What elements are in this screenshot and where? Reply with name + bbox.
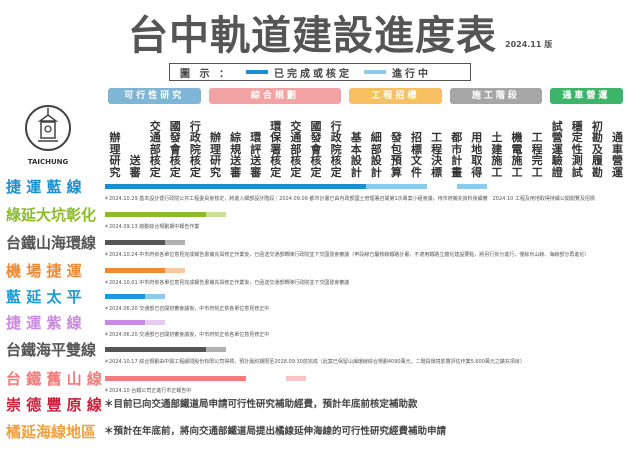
column-header: 交通部核定	[290, 119, 302, 179]
completed-bar	[105, 320, 146, 325]
column-header: 細部設計	[370, 131, 382, 179]
category-2: 工程招標	[349, 88, 442, 104]
line-name: 捷 運 藍 線	[6, 178, 82, 196]
column-header: 招標文件	[411, 131, 422, 179]
column-header: 試營運驗證	[551, 119, 563, 179]
in-progress-bar	[145, 320, 166, 325]
legend-label: 圖 示 ：	[180, 68, 232, 80]
progress-note: ＊2024.09.13 啟動綜合規劃期中報告作業	[104, 224, 200, 230]
column-header: 用地取得	[471, 131, 483, 179]
line-name: 台 鐵 舊 山 線	[6, 370, 102, 388]
column-header: 國發會核定	[310, 119, 322, 179]
category-0: 可行性研究	[108, 88, 201, 104]
column-header: 通車營運	[612, 131, 623, 179]
completed-bar	[105, 240, 166, 245]
in-progress-bar	[145, 294, 166, 299]
progress-note: ＊2024.10.17 綜合規劃由中興工程顧問股份有限公司得標，預計履約期限至2…	[104, 359, 525, 365]
column-header: 國發會核定	[169, 119, 181, 179]
column-header: 行政院核定	[189, 119, 201, 179]
completed-bar	[105, 294, 146, 299]
column-header: 送審	[129, 154, 141, 179]
in-progress-bar	[205, 212, 226, 217]
in-progress-bar	[456, 184, 487, 189]
edition-label: 2024.11 版	[505, 40, 553, 49]
column-header: 工程完工	[531, 131, 543, 179]
line-name: 機 場 捷 運	[6, 262, 82, 280]
legend: 圖 示 ： 已完成或核定 進行中	[169, 63, 471, 81]
column-header: 機電施工	[511, 131, 523, 179]
progress-note: ＊目前已向交通部鐵道局申請可行性研究補助經費，預計年底前核定補助款	[104, 399, 418, 410]
completed-bar	[105, 212, 206, 217]
category-3: 施工階段	[449, 88, 543, 104]
completed-bar	[105, 268, 166, 273]
line-name: 捷 運 紫 線	[6, 314, 82, 332]
column-header: 土建施工	[491, 131, 503, 179]
legend-done-label: 已完成或核定	[273, 68, 352, 80]
stage-column-headers: 辦理研究 送審 交通部核定 國發會核定 行政院核定 辦理研究 綜規送審 環評送審 環保署核定 交通…	[0, 106, 640, 178]
line-name: 橘延海線地區	[6, 423, 97, 441]
progress-note: ＊2024.10.29 基本設計暨行政院公共工程委員會核定，將進入細部設計階段｜…	[104, 196, 595, 202]
progress-note: ＊2024.06.20 交通部已召開初審會議後，中市府刻正依各單位意見修正中	[104, 332, 270, 338]
line-name: 台鐵海平雙線	[6, 341, 97, 359]
column-header: 發包預算	[390, 131, 402, 179]
legend-done-swatch	[245, 70, 268, 74]
in-progress-bar	[366, 184, 427, 189]
column-header: 工程決標	[431, 131, 443, 179]
column-header: 辦理研究	[210, 131, 221, 179]
in-progress-bar	[285, 376, 306, 381]
in-progress-bar	[205, 347, 226, 352]
line-name: 藍 延 太 平	[6, 288, 82, 306]
column-header: 辦理研究	[109, 131, 121, 179]
legend-progress-label: 進行中	[391, 68, 431, 80]
line-name: 台鐵山海環線	[6, 234, 97, 252]
progress-note: ＊2024.06.20 交通部已召開初審會議後，中市府刻正依各單位意見修正中	[104, 306, 270, 312]
column-header: 交通部核定	[149, 119, 161, 179]
progress-note: ＊預計在年底前，將向交通部鐵道局提出橘線延伸海線的可行性研究經費補助申請	[104, 426, 447, 437]
column-header: 基本設計	[350, 131, 362, 179]
progress-note: ＊2024.10.24 中市府依各單位意見完成報告書補充與修正作業後，已函送交通…	[104, 252, 590, 258]
column-header: 綜規送審	[230, 131, 242, 179]
completed-bar	[105, 184, 367, 189]
completed-bar	[105, 347, 206, 352]
stage-categories: 可行性研究 綜合規劃 工程招標 施工階段 通車營運	[0, 88, 640, 104]
category-4: 通車營運	[550, 88, 623, 104]
column-header: 行政院核定	[330, 119, 342, 179]
column-header: 初勘及履勘	[591, 119, 603, 179]
line-name: 崇 德 豐 原 線	[6, 396, 102, 414]
column-header: 穩定性測試	[571, 119, 583, 179]
progress-note: ＊2024.10 台鐵公司正進行市正報告中	[104, 388, 192, 394]
title-bar: 台中軌道建設進度表 2024.11 版	[128, 14, 552, 58]
logo-text: TAICHUNG	[28, 158, 69, 166]
in-progress-bar	[165, 268, 186, 273]
column-header: 環評送審	[250, 131, 262, 179]
in-progress-bar	[165, 240, 186, 245]
completed-bar	[105, 376, 246, 381]
column-header: 都市計畫	[451, 131, 463, 179]
line-name: 綠延大坑彰化	[6, 206, 97, 224]
category-1: 綜合規劃	[208, 88, 342, 104]
progress-note: ＊2024.10.01 中市府依各單位意見完成報告書補充與修正作業後，已函送交通…	[104, 280, 350, 286]
page-title: 台中軌道建設進度表	[128, 13, 497, 59]
column-header: 環保署核定	[270, 119, 282, 179]
taichung-logo: TAICHUNG	[25, 105, 71, 166]
legend-progress-swatch	[363, 70, 386, 74]
